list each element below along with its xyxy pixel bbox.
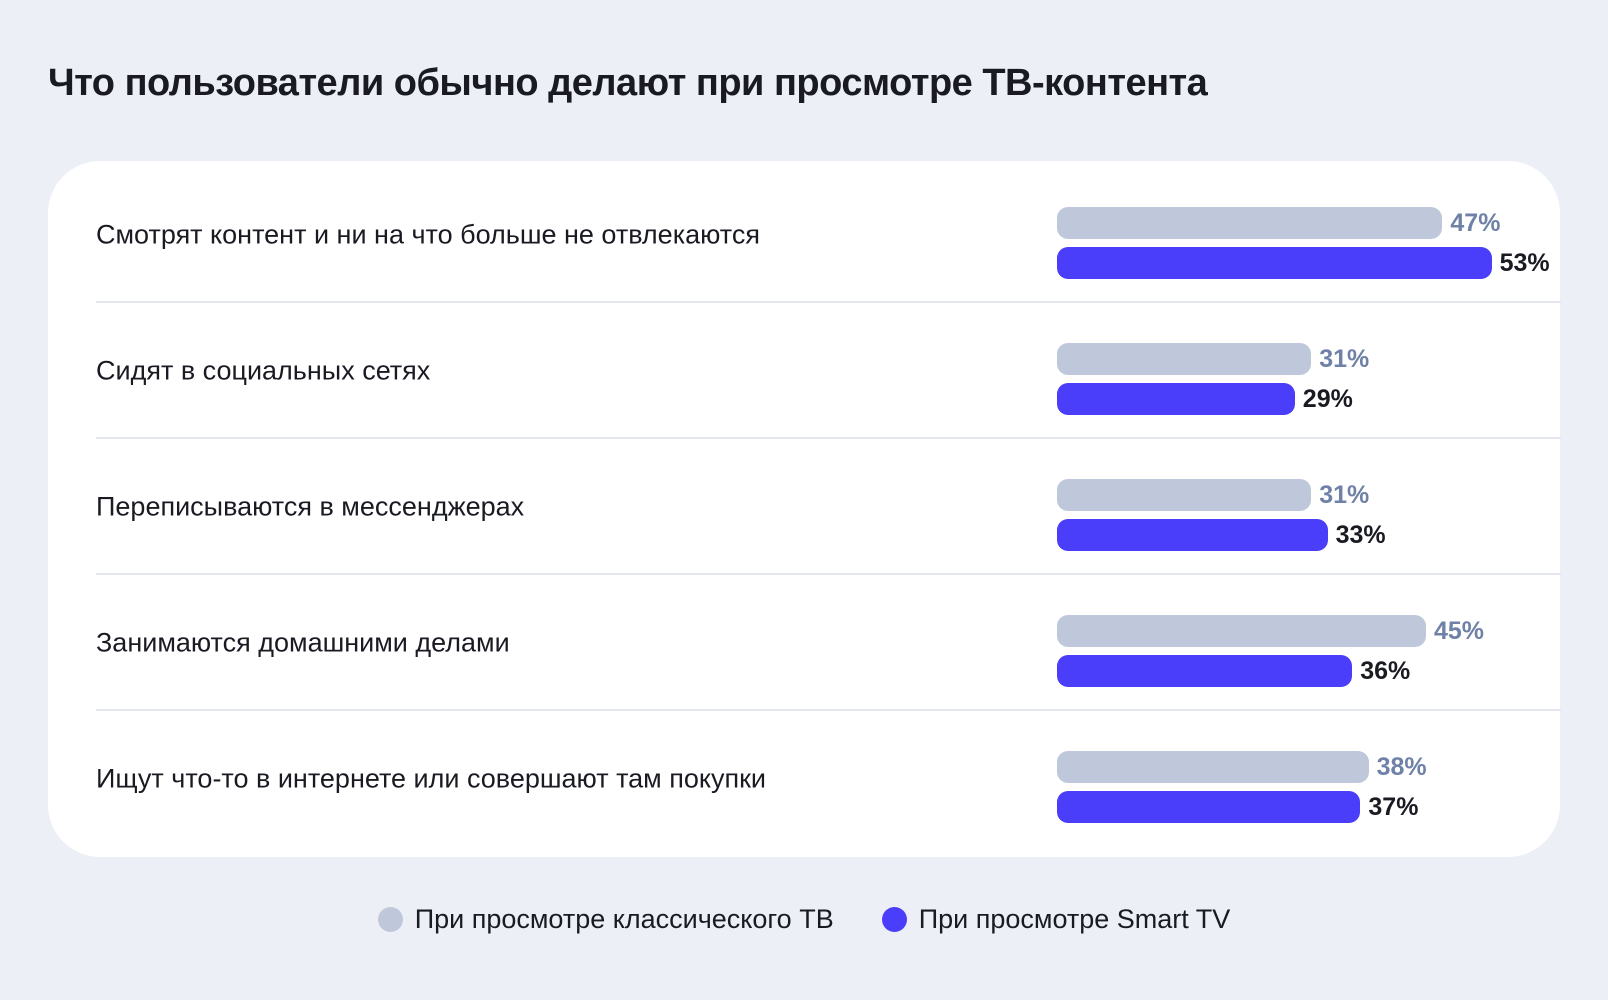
legend-dot-smart bbox=[881, 907, 907, 932]
legend-label-classic: При просмотре классического ТВ bbox=[414, 904, 834, 934]
value-label-smart: 53% bbox=[1499, 249, 1550, 277]
bar-classic bbox=[1057, 343, 1312, 375]
value-label-smart: 36% bbox=[1360, 657, 1411, 685]
bar-smart bbox=[1057, 383, 1295, 415]
value-label-smart: 29% bbox=[1302, 385, 1353, 413]
legend-item-smart: При просмотре Smart TV bbox=[881, 904, 1231, 935]
category-label: Сидят в социальных сетях bbox=[96, 355, 431, 386]
chart-row: Смотрят контент и ни на что больше не от… bbox=[96, 167, 1561, 303]
chart-card: Смотрят контент и ни на что больше не от… bbox=[48, 161, 1561, 857]
legend-dot-classic bbox=[377, 907, 403, 932]
bar-smart bbox=[1057, 791, 1361, 823]
category-label: Занимаются домашними делами bbox=[96, 627, 510, 658]
category-label: Ищут что-то в интернете или совершают та… bbox=[96, 763, 766, 794]
value-label-smart: 33% bbox=[1335, 521, 1386, 549]
bar-classic bbox=[1057, 751, 1369, 783]
chart-row: Сидят в социальных сетях 31% 29% bbox=[96, 303, 1561, 439]
bar-classic bbox=[1057, 479, 1312, 511]
bar-smart bbox=[1057, 519, 1328, 551]
category-label: Смотрят контент и ни на что больше не от… bbox=[96, 219, 760, 250]
value-label-classic: 31% bbox=[1319, 481, 1370, 509]
category-label: Переписываются в мессенджерах bbox=[96, 491, 525, 522]
bar-smart bbox=[1057, 247, 1492, 279]
value-label-classic: 47% bbox=[1450, 209, 1501, 237]
chart-row: Переписываются в мессенджерах 31% 33% bbox=[96, 439, 1561, 575]
bar-classic bbox=[1057, 207, 1443, 239]
value-label-classic: 45% bbox=[1434, 617, 1485, 645]
legend-label-smart: При просмотре Smart TV bbox=[918, 904, 1231, 934]
legend: При просмотре классического ТВ При просм… bbox=[0, 904, 1608, 935]
legend-item-classic: При просмотре классического ТВ bbox=[377, 904, 834, 935]
value-label-classic: 31% bbox=[1319, 345, 1370, 373]
chart-row: Занимаются домашними делами 45% 36% bbox=[96, 575, 1561, 711]
chart-row: Ищут что-то в интернете или совершают та… bbox=[96, 711, 1561, 847]
bar-classic bbox=[1057, 615, 1426, 647]
value-label-classic: 38% bbox=[1376, 753, 1427, 781]
chart-title: Что пользователи обычно делают при просм… bbox=[48, 62, 1208, 104]
bar-smart bbox=[1057, 655, 1353, 687]
value-label-smart: 37% bbox=[1368, 793, 1419, 821]
